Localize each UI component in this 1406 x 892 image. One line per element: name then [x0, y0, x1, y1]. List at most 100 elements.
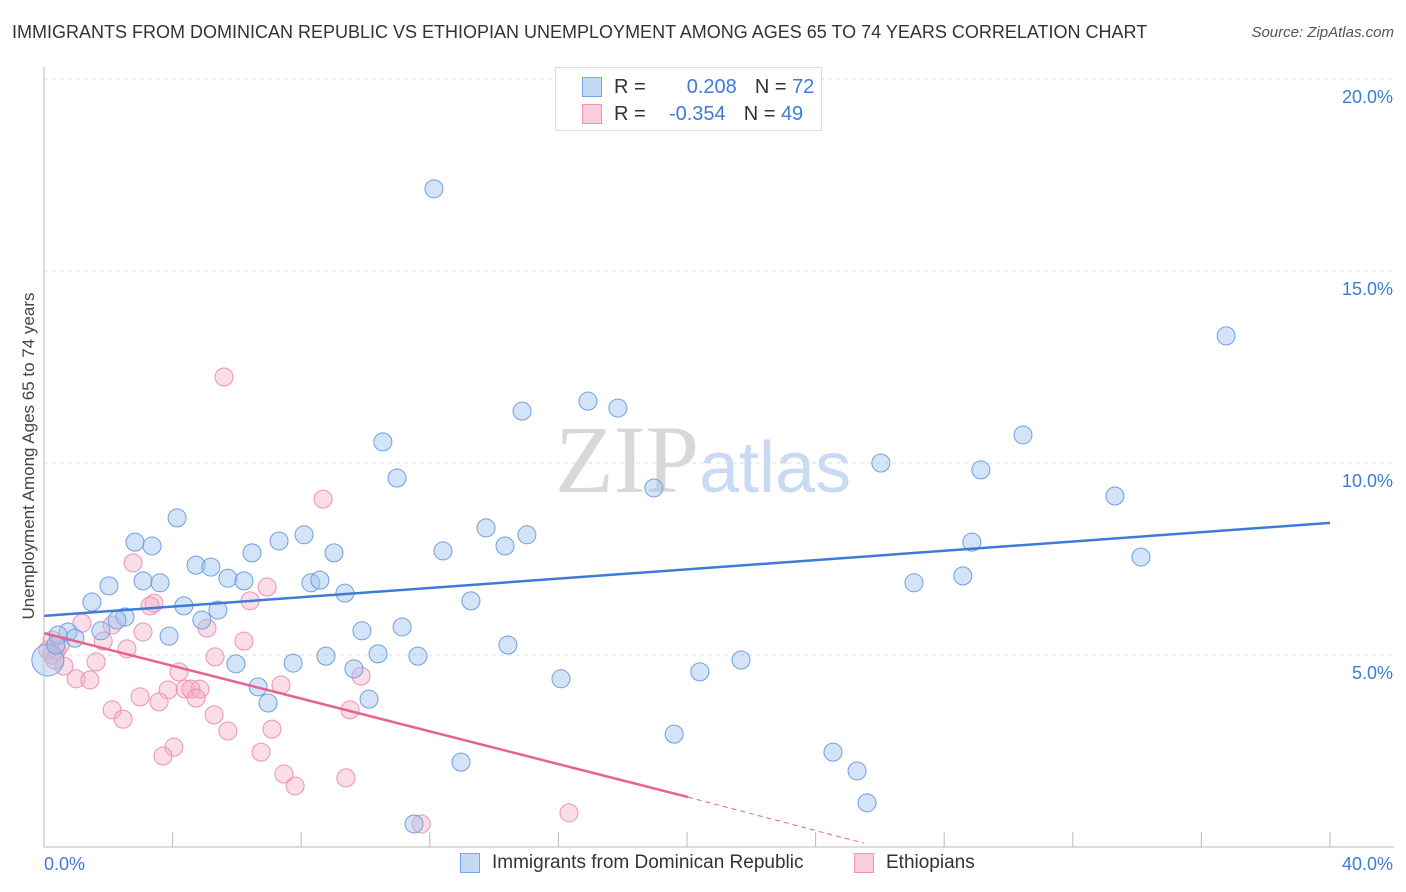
point-dominican-republic: [283, 653, 303, 673]
point-dominican-republic: [512, 401, 532, 421]
point-dominican-republic: [31, 643, 65, 677]
y-tick-label: 15.0%: [1342, 279, 1393, 299]
point-dominican-republic: [404, 814, 424, 834]
point-dominican-republic: [1131, 547, 1151, 567]
bottom-legend-blue: Immigrants from Dominican Republic: [460, 852, 804, 874]
legend-swatch-blue: [460, 853, 480, 873]
r-label: R =: [614, 102, 646, 125]
point-dominican-republic: [608, 398, 628, 418]
point-dominican-republic: [133, 571, 153, 591]
point-dominican-republic: [218, 568, 238, 588]
point-dominican-republic: [476, 518, 496, 538]
point-dominican-republic: [690, 662, 710, 682]
r-value: -0.354: [668, 102, 726, 125]
point-dominican-republic: [424, 179, 444, 199]
trendline-dominican-republic: [43, 521, 1331, 618]
point-dominican-republic: [359, 689, 379, 709]
point-ethiopians: [351, 666, 371, 686]
point-dominican-republic: [392, 617, 412, 637]
point-ethiopians: [181, 679, 201, 699]
point-dominican-republic: [159, 626, 179, 646]
point-ethiopians: [559, 803, 579, 823]
point-dominican-republic: [373, 432, 393, 452]
point-ethiopians: [149, 692, 169, 712]
legend-label-blue: Immigrants from Dominican Republic: [492, 852, 804, 873]
point-dominican-republic: [294, 525, 314, 545]
n-value: 72: [792, 75, 815, 98]
point-ethiopians: [123, 553, 143, 573]
point-dominican-republic: [234, 571, 254, 591]
watermark: ZIPatlas: [555, 406, 851, 513]
point-ethiopians: [234, 631, 254, 651]
point-dominican-republic: [344, 659, 364, 679]
point-dominican-republic: [82, 592, 102, 612]
trendline-ethiopians-extrapolated: [687, 796, 864, 844]
point-dominican-republic: [644, 478, 664, 498]
y-tick-label: 10.0%: [1342, 471, 1393, 491]
point-ethiopians: [205, 647, 225, 667]
point-dominican-republic: [461, 591, 481, 611]
point-ethiopians: [80, 670, 100, 690]
point-dominican-republic: [495, 536, 515, 556]
point-dominican-republic: [310, 570, 330, 590]
point-dominican-republic: [387, 468, 407, 488]
point-dominican-republic: [871, 453, 891, 473]
point-ethiopians: [204, 705, 224, 725]
y-tick-label: 5.0%: [1352, 663, 1393, 683]
legend-swatch-pink: [854, 853, 874, 873]
chart-source: Source: ZipAtlas.com: [1251, 24, 1394, 41]
point-ethiopians: [214, 367, 234, 387]
point-dominican-republic: [1216, 326, 1236, 346]
point-dominican-republic: [408, 646, 428, 666]
point-ethiopians: [262, 719, 282, 739]
point-ethiopians: [313, 489, 333, 509]
legend-row-blue: R = 0.208 N = 72: [582, 74, 814, 100]
r-label: R =: [614, 75, 646, 98]
point-dominican-republic: [258, 693, 278, 713]
n-label: N =: [754, 75, 787, 98]
point-ethiopians: [153, 746, 173, 766]
point-dominican-republic: [731, 650, 751, 670]
legend-row-pink: R = -0.354 N = 49: [582, 101, 803, 127]
r-value: 0.208: [686, 75, 737, 98]
point-ethiopians: [86, 652, 106, 672]
trendline-ethiopians: [43, 631, 689, 799]
legend-swatch-pink: [582, 104, 602, 124]
point-dominican-republic: [962, 532, 982, 552]
point-dominican-republic: [192, 610, 212, 630]
point-dominican-republic: [186, 555, 206, 575]
point-dominican-republic: [226, 654, 246, 674]
point-dominican-republic: [269, 531, 289, 551]
point-ethiopians: [186, 688, 206, 708]
point-dominican-republic: [99, 576, 119, 596]
point-dominican-republic: [107, 610, 127, 630]
x-tick-label-max: 40.0%: [1342, 854, 1393, 874]
point-dominican-republic: [324, 543, 344, 563]
point-dominican-republic: [167, 508, 187, 528]
chart-title: IMMIGRANTS FROM DOMINICAN REPUBLIC VS ET…: [12, 22, 1148, 42]
y-tick-label: 20.0%: [1342, 87, 1393, 107]
point-dominican-republic: [578, 391, 598, 411]
point-ethiopians: [336, 768, 356, 788]
point-dominican-republic: [142, 536, 162, 556]
point-ethiopians: [285, 776, 305, 796]
bottom-legend-pink: Ethiopians: [854, 852, 975, 874]
point-dominican-republic: [823, 742, 843, 762]
point-dominican-republic: [847, 761, 867, 781]
point-dominican-republic: [551, 669, 571, 689]
point-dominican-republic: [971, 460, 991, 480]
point-dominican-republic: [1013, 425, 1033, 445]
n-value: 49: [780, 102, 804, 125]
point-ethiopians: [140, 596, 160, 616]
legend-swatch-blue: [582, 77, 602, 97]
point-dominican-republic: [857, 793, 877, 813]
point-ethiopians: [251, 742, 271, 762]
point-ethiopians: [257, 577, 277, 597]
point-ethiopians: [218, 721, 238, 741]
point-dominican-republic: [904, 573, 924, 593]
point-dominican-republic: [352, 621, 372, 641]
legend-label-pink: Ethiopians: [886, 852, 975, 873]
x-tick-label-min: 0.0%: [44, 854, 85, 874]
point-dominican-republic: [150, 573, 170, 593]
